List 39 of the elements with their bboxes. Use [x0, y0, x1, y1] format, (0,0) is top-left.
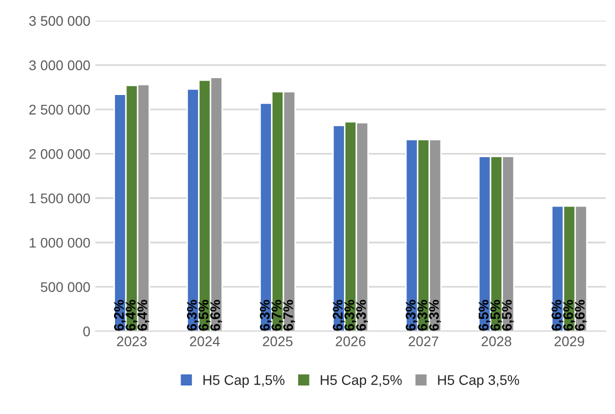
- x-tick-label: 2028: [482, 336, 512, 346]
- annotation: 6,2%: [114, 300, 126, 331]
- annotation: 6,4%: [126, 300, 138, 331]
- legend-label: H5 Cap 3,5%: [438, 375, 520, 388]
- y-tick-label: 1 000 000: [30, 238, 90, 248]
- annotation: 6,6%: [563, 300, 576, 331]
- annotation: 6,5%: [198, 300, 210, 331]
- annotation: 6,5%: [490, 300, 502, 331]
- annotation: 6,4%: [137, 300, 150, 331]
- annotation: 6,6%: [552, 300, 564, 331]
- annotation: 6,6%: [210, 300, 222, 331]
- annotation: 6,3%: [344, 300, 356, 331]
- legend-label: H5 Cap 2,5%: [320, 375, 402, 388]
- annotation: 6,3%: [260, 300, 272, 331]
- y-tick-label: 3 500 000: [29, 16, 90, 26]
- legend-label: H5 Cap 1,5%: [203, 375, 284, 388]
- x-tick-label: 2026: [336, 336, 366, 346]
- y-tick-label: 2 500 000: [29, 104, 90, 115]
- x-tick-label: 2029: [554, 336, 584, 346]
- x-tick-label: 2024: [190, 336, 220, 346]
- y-tick-label: 2 000 000: [29, 149, 90, 159]
- annotation: 6,3%: [406, 300, 418, 331]
- annotation: 6,7%: [283, 300, 296, 331]
- annotation: 6,3%: [429, 300, 441, 331]
- annotation: 6,5%: [502, 300, 514, 331]
- annotation: 6,2%: [332, 300, 345, 331]
- annotation: 6,7%: [272, 300, 284, 331]
- annotation: 6,3%: [186, 300, 199, 331]
- annotation: 6,3%: [356, 300, 368, 331]
- x-tick-label: 2027: [408, 336, 438, 346]
- y-tick-label: 0: [83, 326, 90, 336]
- y-tick-label: 1 500 000: [30, 193, 90, 204]
- x-tick-label: 2023: [117, 336, 147, 346]
- y-tick-label: 500 000: [40, 282, 90, 292]
- annotation: 6,3%: [417, 300, 430, 331]
- annotation: 6,6%: [574, 300, 587, 331]
- annotation: 6,5%: [478, 300, 490, 331]
- x-tick-label: 2025: [262, 336, 292, 346]
- y-tick-label: 3 000 000: [29, 60, 90, 70]
